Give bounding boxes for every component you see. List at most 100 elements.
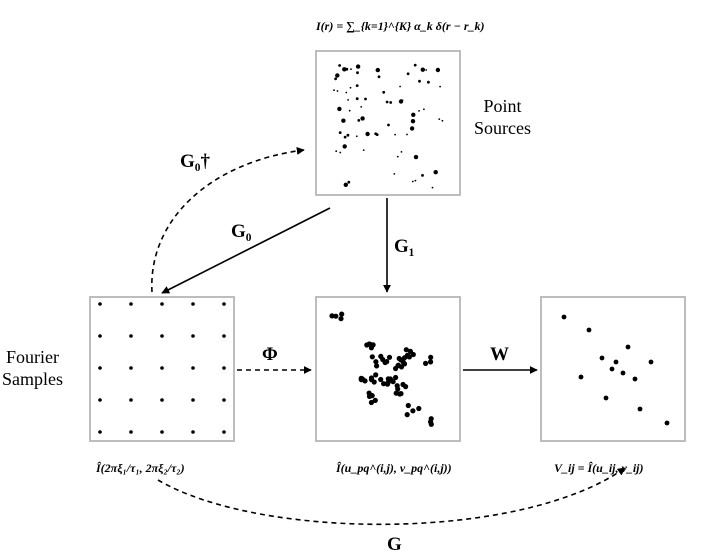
point-source-dot [418, 79, 421, 83]
point-source-dot [418, 110, 420, 112]
grid-dot [160, 302, 164, 306]
resampled-dot [368, 399, 374, 406]
point-source-dot [393, 173, 396, 175]
resampled-dot [338, 316, 344, 322]
grid-dot [191, 430, 195, 434]
point-source-dot [389, 101, 393, 104]
point-source-dot [425, 69, 428, 71]
point-source-dot [337, 106, 342, 112]
grid-dot [98, 302, 102, 306]
point-sources-text: Point Sources [474, 96, 531, 138]
resampled-dot [368, 345, 374, 351]
grid-dot [222, 366, 226, 370]
visibility-dot [613, 359, 619, 365]
resampled-panel [315, 296, 461, 442]
fourier-samples-text: Fourier Samples [2, 347, 63, 389]
visibility-dot [561, 314, 567, 320]
point-source-dot [387, 123, 390, 127]
caption-visibilities: V_ij = Î(u_ij, v_ij) [554, 461, 644, 475]
point-source-dot [385, 100, 389, 104]
point-source-dot [334, 77, 337, 81]
resampled-dot [404, 412, 410, 418]
resampled-dot [368, 375, 375, 381]
resampled-dot [359, 376, 365, 382]
resampled-dot [405, 402, 411, 409]
resampled-dot [428, 359, 434, 365]
grid-dot [160, 334, 164, 338]
grid-dot [129, 366, 133, 370]
resampled-dot [416, 405, 422, 412]
point-source-dot [438, 118, 441, 120]
top-equation: I(r) = ∑_{k=1}^{K} α_k δ(r − r_k) [316, 19, 485, 33]
resampled-dot [386, 354, 393, 360]
resampled-dot [385, 379, 391, 385]
resampled-dot [428, 421, 434, 427]
arrow-g [157, 467, 626, 526]
grid-dot [98, 430, 102, 434]
grid-dot [129, 302, 133, 306]
visibility-dot [648, 359, 654, 365]
fourier-grid-dots [98, 302, 226, 434]
resampled-dot [381, 381, 387, 387]
visibility-dot [603, 395, 609, 401]
point-source-dot [413, 63, 417, 67]
resampled-dot [393, 374, 399, 381]
point-source-dot [346, 133, 350, 137]
resampled-dot [410, 408, 416, 414]
grid-dot [160, 398, 164, 402]
label-g1: G₁ [394, 236, 415, 257]
point-source-dot [365, 131, 370, 137]
point-source-dot [398, 99, 404, 104]
grid-dot [222, 302, 226, 306]
point-source-dot [349, 86, 352, 89]
point-source-dot [433, 170, 438, 175]
point-source-dot [427, 80, 430, 84]
point-source-dot [375, 133, 379, 137]
point-source-dot [414, 179, 417, 182]
visibility-dot [664, 420, 670, 426]
grid-dot [129, 430, 133, 434]
caption-fourier-grid: Î(2πξ₁/τ₁, 2πξ₂/τ₂) [96, 461, 185, 475]
grid-dot [160, 366, 164, 370]
resampled-dot [329, 313, 335, 319]
resampled-dot [393, 365, 399, 372]
visibility-dot [632, 376, 638, 382]
point-source-dot [431, 186, 434, 189]
point-source-dot [411, 180, 414, 183]
point-source-dot [360, 116, 365, 121]
arrow-g0-dagger [151, 146, 305, 293]
point-source-dot [423, 108, 425, 111]
grid-dot [160, 430, 164, 434]
point-source-dot [343, 135, 347, 139]
point-source-dot [343, 182, 348, 187]
resampled-dot [403, 384, 409, 390]
point-source-dot [394, 133, 396, 136]
point-source-dot [377, 75, 381, 79]
point-sources-dots [333, 63, 444, 189]
point-source-dot [396, 155, 399, 158]
point-source-dot [382, 90, 386, 94]
point-source-dot [410, 119, 416, 124]
point-source-dot [336, 90, 339, 92]
resampled-dot [397, 391, 403, 397]
visibility-dot [578, 374, 584, 380]
resampled-dot [374, 363, 380, 369]
visibility-dot [620, 370, 626, 376]
resampled-dot [373, 359, 379, 365]
resampled-dot [373, 372, 379, 378]
resampled-dot [364, 342, 370, 348]
fourier-samples-label: Fourier Samples [2, 347, 63, 390]
visibility-dot [586, 327, 592, 333]
grid-dot [98, 366, 102, 370]
visibility-dots [561, 314, 670, 426]
point-source-dot [411, 112, 416, 118]
resampled-dots [329, 311, 434, 427]
point-source-dot [362, 149, 365, 152]
resampled-dot [382, 359, 388, 366]
grid-dot [129, 334, 133, 338]
grid-dot [222, 430, 226, 434]
resampled-dot [378, 376, 384, 383]
resampled-dot [333, 313, 339, 319]
resampled-dot [403, 347, 409, 353]
visibility-dot [625, 344, 631, 350]
